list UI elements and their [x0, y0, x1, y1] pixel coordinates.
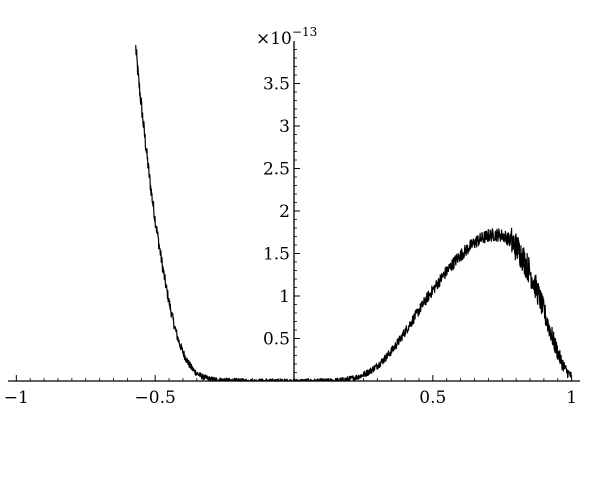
- x-tick-label: −0.5: [135, 388, 176, 408]
- y-multiplier-label: ×10−13: [256, 25, 317, 49]
- y-tick-label: 3: [279, 117, 290, 137]
- y-tick-label: 3.5: [263, 75, 290, 95]
- y-tick-label: 0.5: [263, 330, 290, 350]
- series-group: [135, 45, 573, 382]
- x-tick-label: 0.5: [419, 388, 446, 408]
- y-multiplier-exponent: −13: [292, 25, 317, 39]
- tick-labels: −1 −0.5 0.5 1 0.5 1 1.5 2 2.5 3 3.5: [4, 75, 577, 409]
- y-tick-label: 2: [279, 202, 290, 222]
- major-ticks: [15, 83, 573, 381]
- series-line: [135, 45, 573, 382]
- y-tick-label: 1: [279, 287, 290, 307]
- y-multiplier-base: ×10: [256, 29, 292, 49]
- y-tick-label: 1.5: [263, 245, 290, 265]
- x-tick-label: −1: [4, 388, 29, 408]
- y-tick-label: 2.5: [263, 160, 290, 180]
- x-tick-label: 1: [566, 388, 577, 408]
